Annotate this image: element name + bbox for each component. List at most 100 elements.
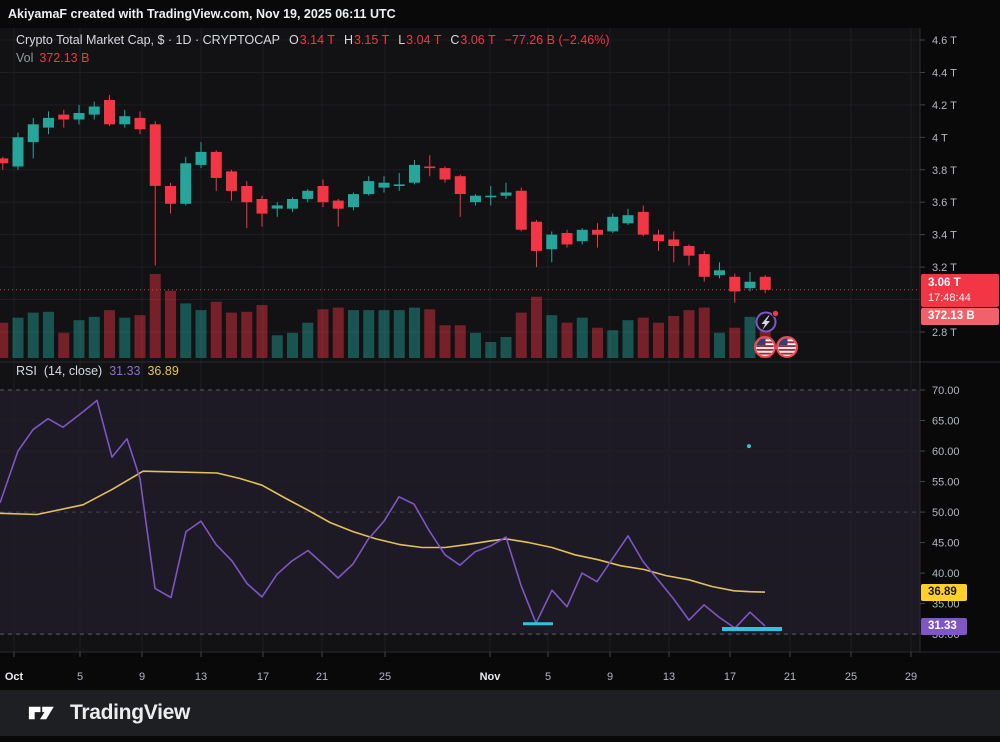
symbol-legend[interactable]: Crypto Total Market Cap, $ · 1D · CRYPTO… bbox=[16, 33, 610, 47]
volume-bar bbox=[271, 335, 283, 358]
rsi-legend[interactable]: RSI (14, close) 31.33 36.89 bbox=[16, 364, 179, 378]
candle-body bbox=[561, 233, 573, 245]
candle-body bbox=[332, 200, 344, 209]
price-axis-label: 4 T bbox=[932, 132, 948, 144]
volume-bar bbox=[744, 316, 756, 358]
volume-bar bbox=[668, 316, 680, 358]
last-price-value: 3.06 T bbox=[928, 277, 961, 289]
volume-bar bbox=[226, 312, 237, 358]
volume-bar bbox=[439, 325, 451, 358]
candle-body bbox=[546, 234, 558, 250]
volume-bar bbox=[165, 290, 176, 358]
attribution-bar-bg bbox=[0, 0, 1000, 28]
candle-body bbox=[393, 184, 405, 186]
volume-bar bbox=[561, 322, 573, 358]
rsi-params: (14, close) bbox=[43, 364, 103, 378]
candle-body bbox=[180, 163, 192, 204]
volume-bar bbox=[653, 322, 664, 358]
volume-bar bbox=[210, 301, 222, 358]
price-scale-area[interactable] bbox=[920, 28, 1000, 652]
notification-dot bbox=[771, 309, 780, 318]
time-axis-label: Oct bbox=[5, 671, 24, 683]
volume-bar bbox=[241, 311, 253, 358]
volume-bar bbox=[409, 307, 420, 358]
candle-body bbox=[637, 211, 649, 235]
rsi-axis-label: 65.00 bbox=[932, 416, 960, 428]
candle-body bbox=[58, 114, 70, 120]
volume-legend[interactable]: Vol 372.13 B bbox=[16, 51, 89, 65]
volume-bar bbox=[332, 307, 344, 358]
rsi-current-value: 31.33 bbox=[109, 364, 141, 378]
volume-bar bbox=[393, 310, 405, 358]
price-axis-label: 4.4 T bbox=[932, 67, 957, 79]
candle-body bbox=[714, 270, 725, 276]
candle-body bbox=[271, 205, 283, 209]
volume-bar bbox=[256, 305, 268, 358]
candle-body bbox=[73, 113, 85, 120]
candle-body bbox=[378, 182, 390, 188]
candle-body bbox=[134, 117, 146, 130]
crypto-event-icon[interactable] bbox=[755, 309, 780, 333]
candle-body bbox=[104, 100, 115, 125]
volume-bar bbox=[363, 310, 375, 358]
price-axis-label: 3.6 T bbox=[932, 197, 957, 209]
us-flag-event-icon[interactable] bbox=[754, 336, 776, 358]
candle-body bbox=[500, 192, 512, 196]
candle-body bbox=[287, 199, 298, 209]
candle-body bbox=[88, 106, 100, 115]
us-flag-event-icon[interactable] bbox=[776, 336, 798, 358]
volume-bar bbox=[287, 332, 298, 358]
ohlc-high: H 3.15 T bbox=[343, 33, 390, 47]
attribution-text: AkiyamaF created with TradingView.com, N… bbox=[8, 7, 396, 21]
volume-bar bbox=[698, 307, 710, 358]
volume-bar bbox=[302, 322, 314, 358]
rsi-ma-current-value: 36.89 bbox=[147, 364, 179, 378]
candle-body bbox=[729, 276, 741, 292]
rsi-axis-label: 45.00 bbox=[932, 538, 960, 550]
candle-body bbox=[668, 239, 680, 246]
candle-body bbox=[226, 171, 237, 191]
candle-body bbox=[119, 116, 131, 125]
time-scale-area[interactable] bbox=[0, 652, 1000, 690]
rsi-axis-label: 60.00 bbox=[932, 446, 960, 458]
time-axis-label: 5 bbox=[77, 671, 83, 683]
event-icons-overlay bbox=[754, 309, 798, 358]
candle-body bbox=[744, 281, 756, 289]
volume-label: Vol bbox=[16, 51, 34, 65]
symbol-title[interactable]: Crypto Total Market Cap, $ · 1D · CRYPTO… bbox=[16, 33, 280, 47]
candle-body bbox=[622, 215, 634, 224]
candle-body bbox=[683, 246, 695, 256]
footer-edge bbox=[0, 736, 1000, 742]
volume-bar bbox=[622, 320, 634, 358]
time-axis-label: 17 bbox=[724, 671, 736, 683]
rsi-axis-label: 35.00 bbox=[932, 599, 960, 611]
time-axis-label: 13 bbox=[663, 671, 675, 683]
volume-bar bbox=[348, 310, 359, 358]
attribution-bar: AkiyamaF created with TradingView.com, N… bbox=[0, 0, 1000, 28]
volume-bar bbox=[683, 310, 695, 358]
candle-body bbox=[363, 181, 375, 195]
price-axis-label: 2.8 T bbox=[932, 327, 957, 339]
candle-body bbox=[241, 186, 253, 203]
rsi-title[interactable]: RSI bbox=[16, 364, 37, 378]
volume-badge: 372.13 B bbox=[921, 308, 999, 325]
rsi-axis-label: 40.00 bbox=[932, 568, 960, 580]
candle-body bbox=[485, 195, 497, 198]
price-axis-label: 3.4 T bbox=[932, 230, 957, 242]
time-axis-label: 9 bbox=[139, 671, 145, 683]
time-axis-label: 9 bbox=[607, 671, 613, 683]
rsi-line bbox=[0, 399, 766, 629]
tradingview-logo-text[interactable]: TradingView bbox=[70, 701, 191, 724]
time-axis-label: 25 bbox=[379, 671, 391, 683]
time-axis-label: 21 bbox=[784, 671, 796, 683]
price-axis-label: 3.2 T bbox=[932, 262, 957, 274]
price-axis-label: 4.2 T bbox=[932, 100, 957, 112]
volume-bar bbox=[759, 312, 771, 358]
volume-bar bbox=[470, 332, 481, 358]
candle-body bbox=[698, 254, 710, 277]
volume-bar bbox=[424, 309, 436, 358]
rsi-axis-label: 55.00 bbox=[932, 477, 960, 489]
volume-bar bbox=[180, 303, 192, 358]
tradingview-logo-icon[interactable] bbox=[28, 700, 60, 726]
volume-bar bbox=[714, 332, 725, 358]
